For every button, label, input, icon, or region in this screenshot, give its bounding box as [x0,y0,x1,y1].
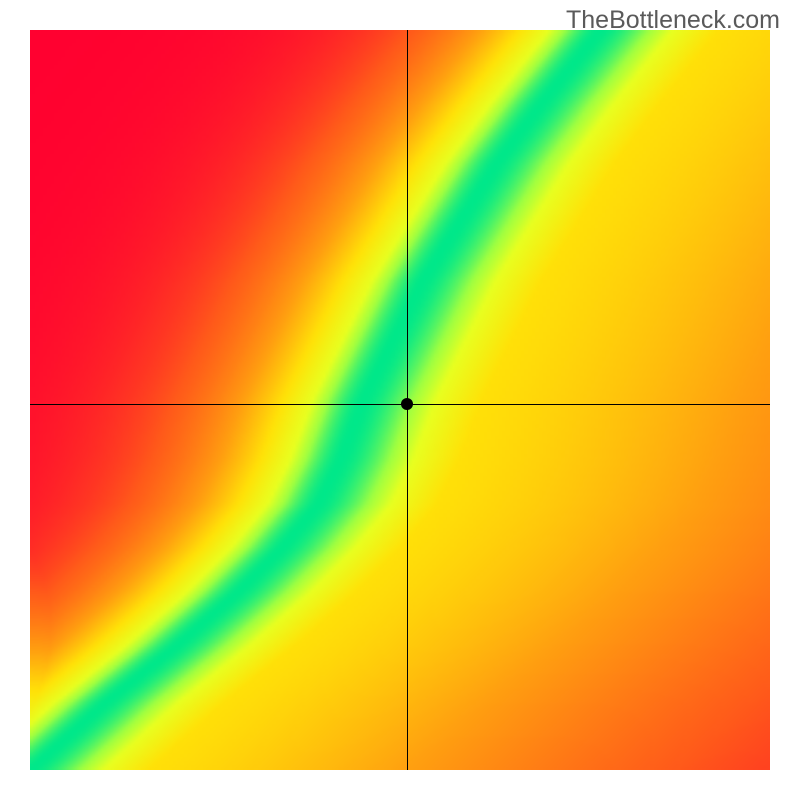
heatmap-plot [30,30,770,770]
chart-container: TheBottleneck.com [0,0,800,800]
crosshair-horizontal [30,404,770,405]
heatmap-canvas [30,30,770,770]
watermark-text: TheBottleneck.com [566,6,780,35]
crosshair-marker [401,398,413,410]
